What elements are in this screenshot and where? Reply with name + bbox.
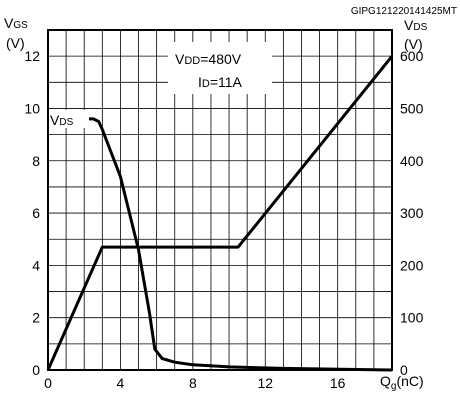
- right-y-tick-label: 200: [400, 257, 424, 273]
- right-axis-title-main: V: [404, 17, 414, 33]
- right-axis-title: VDS: [404, 17, 428, 33]
- right-axis-unit: (V): [404, 36, 423, 52]
- annotation-vdd-main: V: [175, 51, 185, 67]
- left-y-tick-label: 4: [32, 257, 40, 273]
- x-axis-title: Qg(nC): [380, 373, 424, 392]
- x-tick-label: 12: [257, 375, 273, 391]
- x-axis-title-sub: g: [391, 381, 397, 392]
- x-tick-label: 16: [330, 375, 346, 391]
- left-y-tick-label: 0: [32, 362, 40, 378]
- annotation-vdd: VDD=480V: [175, 51, 242, 67]
- left-axis-title-sub: GS: [13, 20, 28, 31]
- annotation-id-main: I: [198, 74, 202, 90]
- left-axis-unit: (V): [6, 35, 25, 51]
- x-tick-label: 8: [189, 375, 197, 391]
- right-y-tick-label: 0: [400, 362, 408, 378]
- right-y-tick-label: 500: [400, 100, 424, 116]
- left-axis-title: VGS: [4, 15, 28, 31]
- left-y-tick-label: 6: [32, 205, 40, 221]
- document-id: GIPG121220141425MT: [351, 6, 457, 17]
- series-label-vds-sub: DS: [59, 117, 73, 128]
- left-y-tick-label: 12: [24, 48, 40, 64]
- series-label-vds-bg: [49, 110, 89, 128]
- left-y-tick-label: 2: [32, 310, 40, 326]
- annotation-id-rest: =11A: [210, 74, 243, 90]
- series-label-vds-main: V: [50, 112, 60, 128]
- right-y-tick-label: 100: [400, 310, 424, 326]
- left-y-tick-labels: 0 2 4 6 8 10 12: [24, 48, 40, 378]
- plot-frame: [47, 29, 393, 371]
- annotation-vdd-sub: DD: [184, 55, 200, 67]
- right-y-tick-labels: 0 100 200 300 400 500 600: [400, 48, 424, 378]
- series-label-vds: VDS: [50, 112, 74, 128]
- right-axis-title-sub: DS: [413, 22, 427, 33]
- right-y-tick-label: 400: [400, 153, 424, 169]
- x-tick-label: 0: [44, 375, 52, 391]
- left-y-tick-label: 8: [32, 153, 40, 169]
- right-y-tick-label: 300: [400, 205, 424, 221]
- annotation-id: ID=11A: [198, 74, 243, 90]
- annotation-id-sub: D: [202, 78, 210, 90]
- x-tick-label: 4: [117, 375, 125, 391]
- series-line-vgs: [46, 55, 394, 371]
- left-y-tick-label: 10: [24, 100, 40, 116]
- series-line-vds: [48, 117, 393, 372]
- right-y-tick-label: 600: [400, 48, 424, 64]
- annotation-box: [168, 42, 272, 94]
- x-tick-labels: 0 4 8 12 16: [44, 375, 346, 391]
- left-axis-title-main: V: [4, 15, 14, 31]
- annotation-vdd-rest: =480V: [200, 51, 242, 67]
- horizontal-gridlines: [48, 55, 392, 345]
- x-axis-title-main: Q: [380, 373, 391, 389]
- x-axis-title-unit: (nC): [396, 373, 423, 389]
